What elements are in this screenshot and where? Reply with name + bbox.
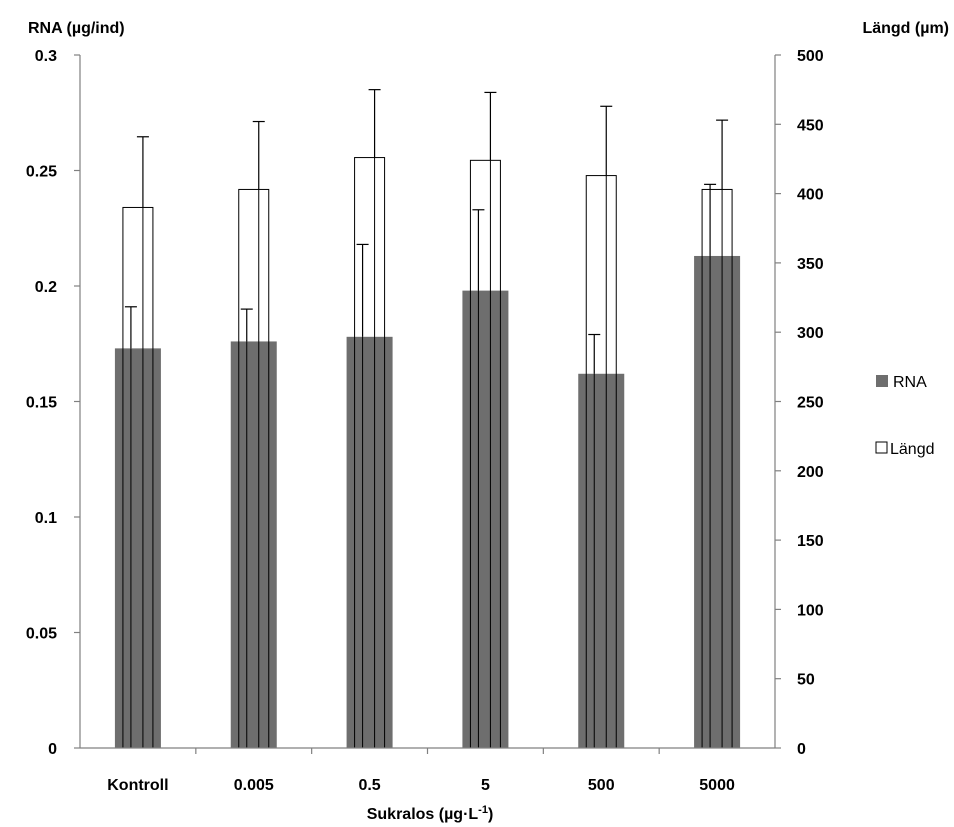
x-tick-label: 0.005 bbox=[234, 777, 274, 794]
x-tick-label: 0.5 bbox=[358, 777, 380, 794]
legend-label-langd: Längd bbox=[890, 441, 935, 458]
x-axis-title-superscript: -1 bbox=[478, 804, 488, 816]
left-axis-title: RNA (µg/ind) bbox=[28, 20, 125, 37]
legend-label-rna: RNA bbox=[893, 374, 927, 391]
right-tick-label: 500 bbox=[797, 48, 824, 65]
right-tick-label: 250 bbox=[797, 395, 824, 412]
x-tick-label: 5 bbox=[481, 777, 490, 794]
right-tick-label: 400 bbox=[797, 187, 824, 204]
x-tick-label: 5000 bbox=[699, 777, 735, 794]
bar-rna bbox=[694, 255, 741, 748]
right-tick-label: 0 bbox=[797, 741, 806, 758]
legend-swatch-langd bbox=[875, 441, 888, 454]
left-tick-label: 0.25 bbox=[26, 164, 57, 181]
left-tick-label: 0 bbox=[48, 741, 57, 758]
bar-rna bbox=[462, 290, 509, 748]
right-tick-label: 150 bbox=[797, 533, 824, 550]
x-axis-title-close: ) bbox=[488, 806, 493, 823]
x-tick-label: Kontroll bbox=[107, 777, 168, 794]
left-tick-label: 0.15 bbox=[26, 395, 57, 412]
legend-swatch-rna bbox=[876, 375, 888, 387]
right-tick-label: 450 bbox=[797, 117, 824, 134]
bar-rna bbox=[114, 348, 161, 748]
left-tick-label: 0.1 bbox=[35, 510, 57, 527]
left-tick-label: 0.3 bbox=[35, 48, 57, 65]
right-axis-title: Längd (µm) bbox=[862, 20, 949, 37]
right-tick-label: 50 bbox=[797, 672, 815, 689]
axes-layer: Kontroll 0.005 0.5 5 500 500000.050.10.150.20… bbox=[26, 48, 824, 794]
x-axis-title-main: Sukralos (µg·L bbox=[367, 806, 479, 823]
right-tick-label: 350 bbox=[797, 256, 824, 273]
left-tick-label: 0.05 bbox=[26, 626, 57, 643]
bars-layer bbox=[114, 157, 741, 749]
x-axis-title: Sukralos (µg·L-1) bbox=[367, 804, 494, 823]
right-tick-label: 300 bbox=[797, 325, 824, 342]
x-tick-label: 500 bbox=[588, 777, 615, 794]
left-tick-label: 0.2 bbox=[35, 279, 57, 296]
legend: RNA Längd bbox=[875, 374, 935, 458]
bar-rna bbox=[346, 336, 393, 748]
bar-rna bbox=[230, 341, 277, 748]
right-tick-label: 200 bbox=[797, 464, 824, 481]
bar-rna bbox=[578, 373, 625, 748]
error-bars-layer bbox=[124, 89, 729, 374]
right-tick-label: 100 bbox=[797, 602, 824, 619]
